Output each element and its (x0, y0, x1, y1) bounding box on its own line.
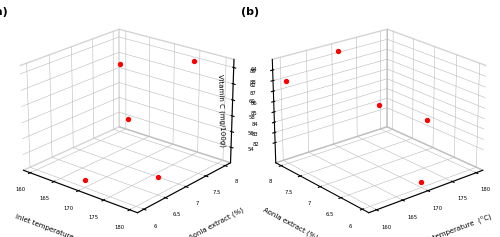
Y-axis label: Aonla extract (%): Aonla extract (%) (188, 206, 244, 237)
Y-axis label: Aonla extract (%): Aonla extract (%) (262, 206, 318, 237)
Text: (b): (b) (241, 7, 259, 17)
X-axis label: Inlet temperature  (°C): Inlet temperature (°C) (415, 213, 492, 237)
X-axis label: Inlet temperature  (°C): Inlet temperature (°C) (14, 213, 91, 237)
Text: (a): (a) (0, 7, 8, 17)
